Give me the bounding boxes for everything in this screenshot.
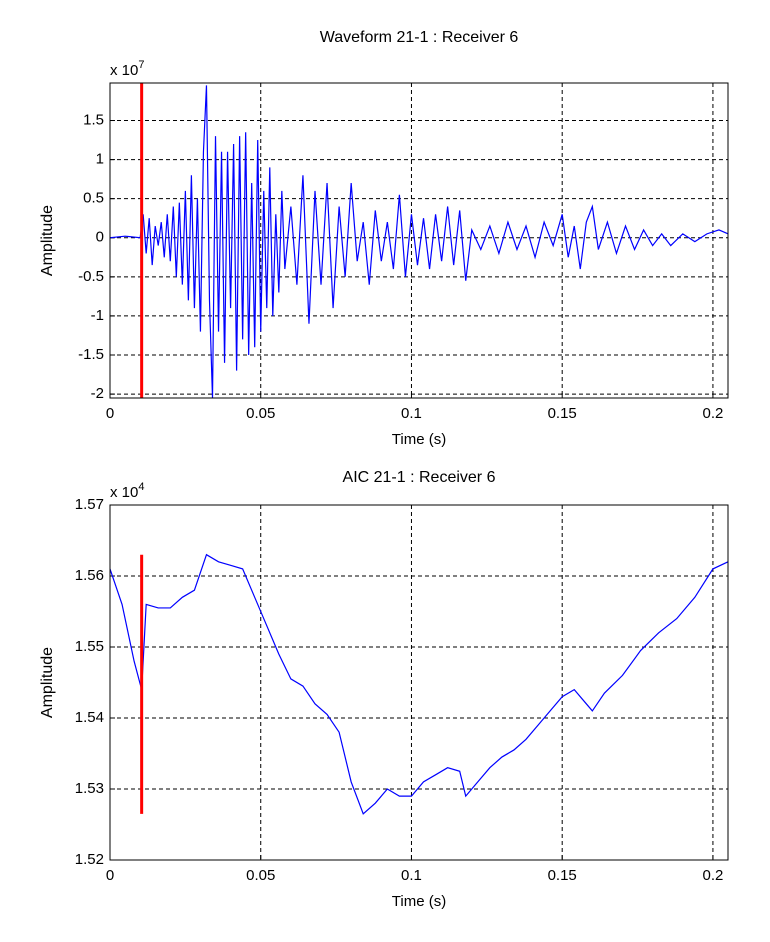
chart-title: Waveform 21-1 : Receiver 6 [320,29,519,46]
y-tick-label: 1.5 [83,111,104,128]
x-tick-label: 0.1 [401,867,422,884]
y-axis-label: Amplitude [39,647,56,718]
y-tick-label: 0 [96,229,104,246]
y-tick-label: 0.5 [83,190,104,207]
y-tick-label: 1 [96,151,104,168]
chart-title: AIC 21-1 : Receiver 6 [343,469,496,486]
axis-multiplier: x 107 [110,59,144,79]
x-tick-label: 0.1 [401,405,422,422]
plot-frame [109,504,729,861]
x-tick-label: 0.2 [702,405,723,422]
data-line [109,85,729,399]
y-tick-label: 1.53 [75,780,104,797]
data-line [109,553,729,815]
x-tick-label: 0 [106,867,114,884]
x-tick-label: 0.05 [246,405,275,422]
axis-multiplier: x 104 [110,481,144,501]
y-tick-label: -0.5 [78,268,104,285]
y-tick-label: 1.56 [75,567,104,584]
x-axis-label: Time (s) [392,431,446,448]
multiplier-exponent: 4 [138,481,144,493]
y-tick-label: -1 [91,307,104,324]
multiplier-exponent: 7 [138,59,144,71]
y-tick-label: -2 [91,385,104,402]
y-axis-label: Amplitude [39,205,56,276]
y-tick-label: 1.54 [75,709,104,726]
y-tick-label: 1.52 [75,851,104,868]
multiplier-base: x 10 [110,62,138,79]
x-tick-label: 0.2 [702,867,723,884]
y-tick-label: 1.57 [75,496,104,513]
x-axis-label: Time (s) [392,893,446,910]
x-tick-label: 0.05 [246,867,275,884]
x-tick-label: 0.15 [548,867,577,884]
x-tick-label: 0 [106,405,114,422]
plot-frame [109,82,729,399]
y-tick-label: 1.55 [75,638,104,655]
x-tick-label: 0.15 [548,405,577,422]
multiplier-base: x 10 [110,484,138,501]
y-tick-label: -1.5 [78,346,104,363]
